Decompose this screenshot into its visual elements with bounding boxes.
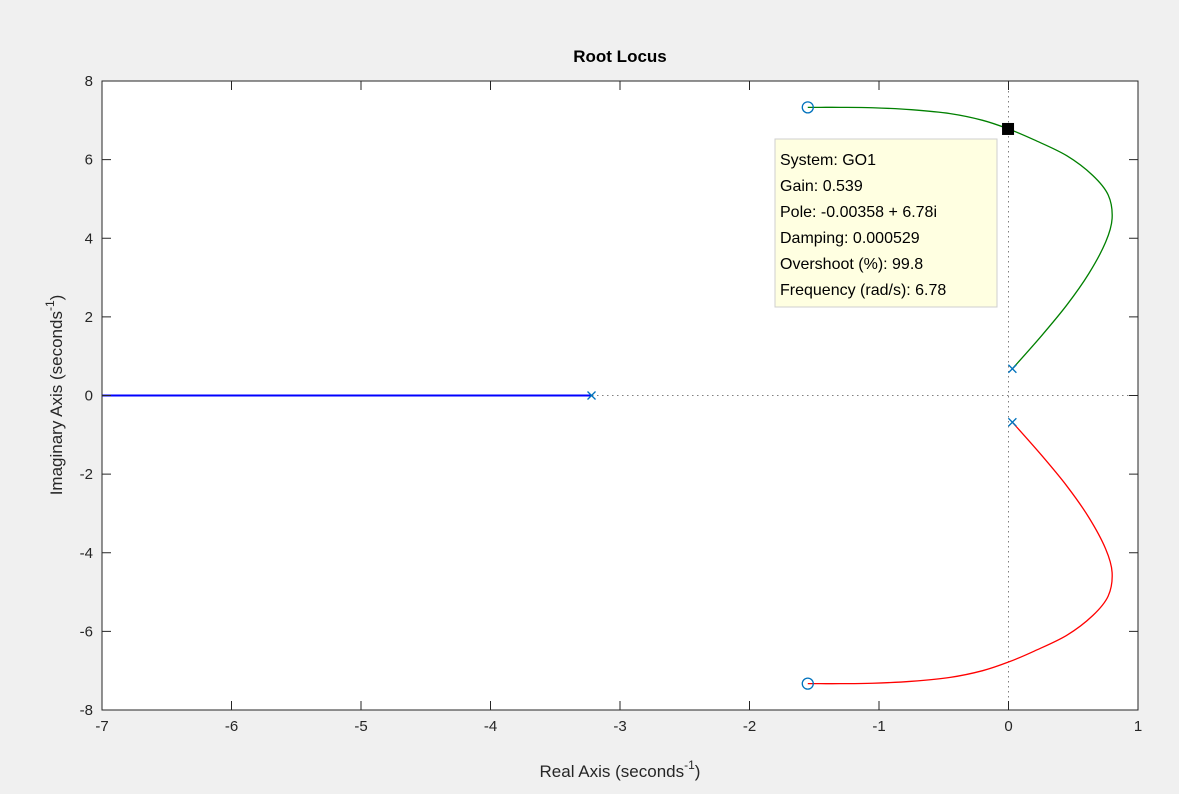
y-axis-title-close: ) [47, 295, 66, 301]
pole-marker-2[interactable] [1007, 364, 1017, 374]
y-tick-label: 2 [85, 309, 93, 326]
x-axis-title-text: Real Axis (seconds [540, 762, 685, 781]
x-tick-label: -2 [743, 718, 756, 735]
y-tick-label: -2 [80, 466, 93, 483]
x-axis-title-close: ) [695, 762, 701, 781]
x-tick-label: -5 [354, 718, 367, 735]
x-tick-label: -6 [225, 718, 238, 735]
datatip-pole: Pole: -0.00358 + 6.78i [780, 204, 937, 221]
datatip-box [774, 138, 998, 308]
y-tick-label: -4 [80, 545, 93, 562]
pole-marker-3[interactable] [1007, 417, 1017, 427]
x-axis-title: Real Axis (seconds-1) [540, 758, 701, 781]
chart-title: Root Locus [573, 47, 667, 66]
datatip-gain: Gain: 0.539 [780, 178, 863, 195]
y-axis-title-text: Imaginary Axis (seconds [47, 311, 66, 495]
datatip[interactable]: System: GO1 Gain: 0.539 Pole: -0.00358 +… [774, 122, 1015, 308]
datatip-overshoot: Overshoot (%): 99.8 [780, 256, 923, 273]
x-tick-label: -3 [613, 718, 626, 735]
x-tick-label: -7 [95, 718, 108, 735]
datatip-damping: Damping: 0.000529 [780, 230, 920, 247]
y-tick-label: -8 [80, 702, 93, 719]
x-tick-label: -1 [872, 718, 885, 735]
y-tick-label: 0 [85, 388, 93, 405]
datatip-marker[interactable] [1002, 122, 1015, 135]
pole-marker-1[interactable] [587, 391, 596, 400]
x-tick-label: -4 [484, 718, 497, 735]
x-tick-label: 1 [1134, 718, 1142, 735]
x-tick-label: 0 [1004, 718, 1012, 735]
y-axis-title-sup: -1 [43, 300, 57, 311]
datatip-system: System: GO1 [780, 152, 876, 169]
x-axis-title-sup: -1 [684, 758, 695, 772]
zero-marker-2[interactable] [801, 677, 814, 690]
y-tick-label: 6 [85, 152, 93, 169]
zero-marker-1[interactable] [801, 101, 814, 114]
datatip-frequency: Frequency (rad/s): 6.78 [780, 282, 946, 299]
locus-branch-2[interactable] [807, 106, 1113, 370]
y-axis-title: Imaginary Axis (seconds-1) [43, 295, 66, 496]
y-tick-label: 8 [85, 73, 93, 90]
y-tick-label: 4 [85, 230, 93, 247]
locus-branch-3[interactable] [807, 421, 1113, 685]
y-tick-label: -6 [80, 623, 93, 640]
